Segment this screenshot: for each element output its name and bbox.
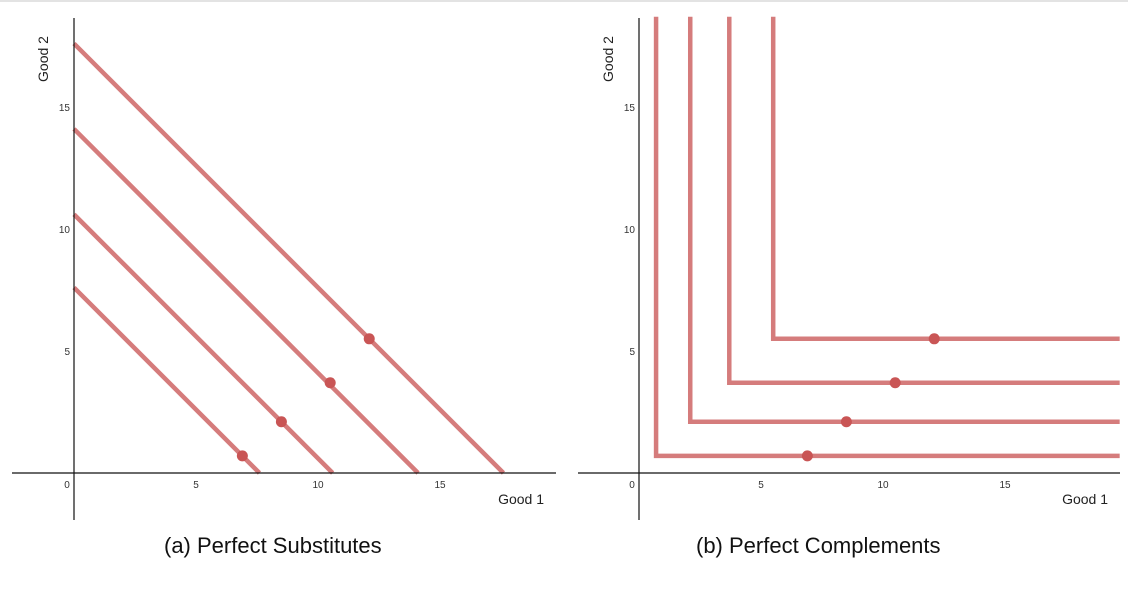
x-axis-label: Good 1: [1062, 491, 1108, 507]
x-tick-label: 0: [629, 480, 635, 491]
indifference-curve-1: [72, 285, 262, 475]
x-tick-label: 15: [999, 480, 1011, 491]
indifference-curve-1: [653, 16, 1120, 459]
bundle-point-2: [275, 416, 287, 428]
indifference-curve-4: [72, 41, 506, 475]
caption-perfect-complements: (b) Perfect Complements: [696, 533, 941, 558]
x-axis-label: Good 1: [498, 491, 544, 507]
chart-panel-0: 0 5 10 15 5 10 15 Good 1 Good 2: [12, 18, 556, 520]
y-tick-label: 15: [624, 103, 636, 114]
bundle-point-3: [324, 377, 336, 389]
bundle-point-1: [801, 450, 813, 462]
y-tick-label: 5: [64, 347, 70, 358]
chart-panel-1: 0 5 10 15 5 10 15 Good 1 Good 2: [578, 16, 1120, 520]
indifference-curve-2: [72, 212, 335, 475]
y-tick-label: 10: [624, 225, 636, 236]
x-tick-label: 0: [64, 480, 70, 491]
y-tick-label: 10: [59, 225, 71, 236]
bundle-point-4: [928, 333, 940, 345]
y-axis-label: Good 2: [35, 36, 51, 82]
bundle-point-3: [889, 377, 901, 389]
indifference-curve-4: [770, 16, 1120, 342]
bundle-point-1: [236, 450, 248, 462]
x-tick-label: 10: [312, 480, 324, 491]
bundle-point-4: [363, 333, 375, 345]
y-tick-label: 15: [59, 103, 71, 114]
x-tick-label: 10: [877, 480, 889, 491]
x-tick-label: 5: [193, 480, 199, 491]
y-axis-label: Good 2: [600, 36, 616, 82]
x-tick-label: 5: [758, 480, 764, 491]
y-tick-label: 5: [629, 347, 635, 358]
bundle-point-2: [840, 416, 852, 428]
x-tick-label: 15: [434, 480, 446, 491]
top-divider: [0, 0, 1128, 2]
indifference-curve-3: [727, 16, 1120, 385]
indifference-curve-2: [687, 16, 1120, 425]
caption-perfect-substitutes: (a) Perfect Substitutes: [164, 533, 382, 558]
indifference-curve-3: [72, 127, 420, 475]
